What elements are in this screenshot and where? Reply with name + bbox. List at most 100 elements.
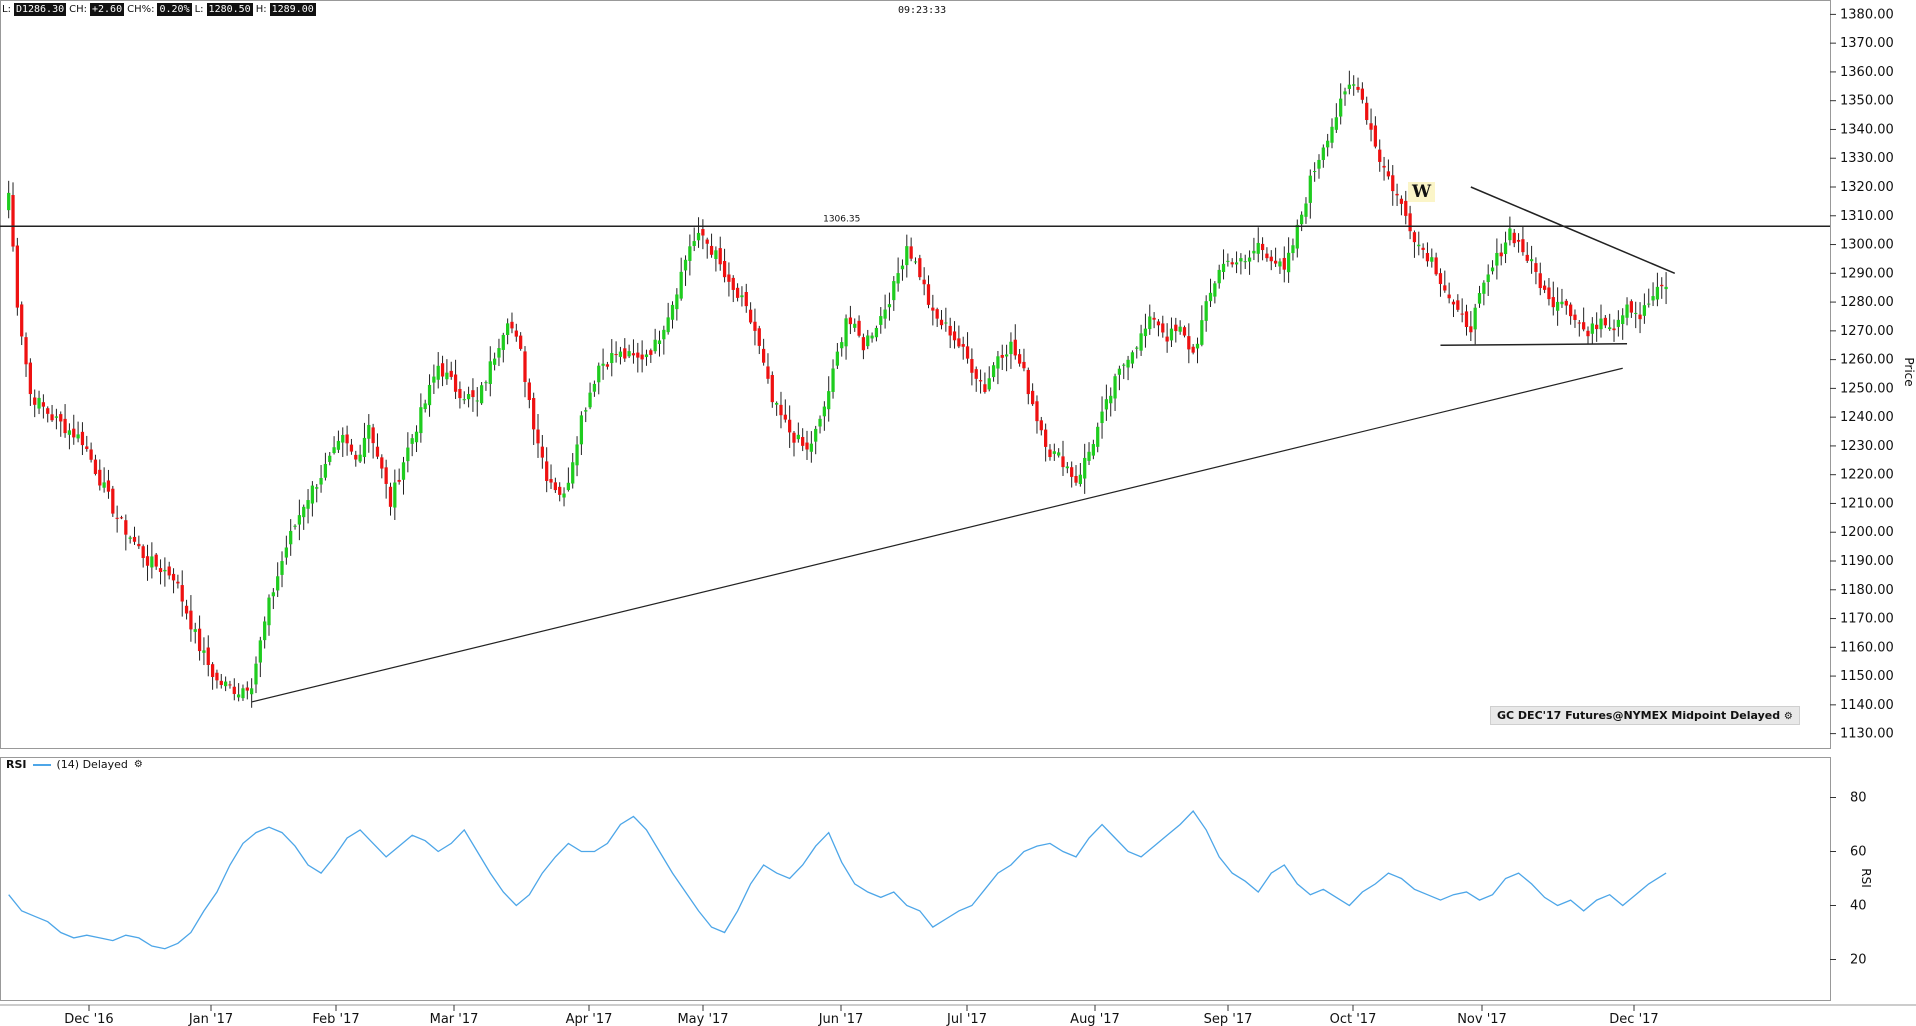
candle-body bbox=[853, 323, 857, 328]
candle-body bbox=[1243, 261, 1247, 263]
candle-body bbox=[987, 378, 991, 390]
candle-body bbox=[510, 321, 514, 329]
candle-body bbox=[1447, 294, 1451, 299]
candle-body bbox=[15, 245, 19, 308]
x-tick-label: May '17 bbox=[677, 1012, 728, 1026]
change-pct-label: CH%: bbox=[127, 4, 155, 15]
price-tick-label: 1370.00 bbox=[1840, 36, 1894, 51]
candle-body bbox=[571, 462, 575, 484]
candle-body bbox=[1386, 171, 1391, 177]
candle-body bbox=[701, 229, 705, 236]
candle-body bbox=[848, 317, 853, 325]
candle-body bbox=[874, 327, 879, 338]
candle-body bbox=[1456, 300, 1460, 310]
candle-body bbox=[1065, 466, 1069, 469]
candle-body bbox=[497, 348, 501, 358]
candle-body bbox=[735, 287, 740, 298]
candle-body bbox=[523, 351, 527, 382]
candle-body bbox=[332, 447, 336, 453]
settings-icon[interactable]: ⚙ bbox=[133, 759, 143, 770]
price-tick-label: 1300.00 bbox=[1840, 238, 1894, 253]
price-tick-label: 1310.00 bbox=[1840, 209, 1894, 224]
candle-body bbox=[193, 629, 197, 632]
candle-body bbox=[1551, 297, 1555, 308]
candle-body bbox=[1165, 336, 1169, 342]
candle-body bbox=[935, 309, 939, 319]
candle-body bbox=[688, 246, 692, 261]
candle-body bbox=[375, 446, 380, 457]
candle-body bbox=[197, 628, 202, 652]
candle-body bbox=[514, 330, 518, 337]
candle-body bbox=[1430, 257, 1434, 262]
candle-body bbox=[1017, 354, 1022, 364]
candle-body bbox=[54, 416, 59, 418]
price-tick-label: 1340.00 bbox=[1840, 122, 1894, 137]
rsi-swatch bbox=[32, 763, 51, 766]
price-tick-label: 1150.00 bbox=[1840, 669, 1894, 684]
candle-body bbox=[319, 477, 323, 485]
candle-body bbox=[250, 688, 254, 695]
candle-body bbox=[870, 335, 874, 339]
candle-body bbox=[223, 681, 228, 687]
candle-body bbox=[553, 482, 557, 491]
candle-body bbox=[731, 277, 735, 290]
candle-body bbox=[814, 428, 818, 442]
candle-body bbox=[1330, 126, 1334, 143]
settings-icon[interactable]: ⚙ bbox=[1783, 711, 1793, 722]
candle-body bbox=[1503, 242, 1508, 255]
candle-body bbox=[1534, 263, 1538, 272]
candle-body bbox=[384, 467, 388, 484]
symbol-text: GC DEC'17 Futures@NYMEX Midpoint Delayed bbox=[1497, 709, 1781, 722]
symbol-label[interactable]: GC DEC'17 Futures@NYMEX Midpoint Delayed… bbox=[1490, 706, 1800, 725]
candle-body bbox=[1343, 91, 1347, 95]
candle-body bbox=[1399, 198, 1404, 204]
candle-body bbox=[519, 335, 523, 349]
candle-body bbox=[740, 295, 744, 298]
candle-body bbox=[1057, 452, 1061, 456]
candle-body bbox=[80, 431, 85, 446]
candle-body bbox=[657, 340, 662, 345]
candle-body bbox=[1529, 259, 1534, 262]
price-tick-label: 1210.00 bbox=[1840, 496, 1894, 511]
candle-body bbox=[1026, 369, 1030, 395]
x-tick-label: Sep '17 bbox=[1204, 1012, 1253, 1026]
candle-body bbox=[440, 363, 445, 377]
candle-body bbox=[1547, 287, 1551, 300]
candle-body bbox=[692, 241, 696, 246]
candle-body bbox=[670, 304, 675, 320]
candle-body bbox=[501, 334, 505, 350]
pattern-label: W bbox=[1408, 182, 1436, 202]
candle-body bbox=[1074, 475, 1078, 483]
price-panel-frame bbox=[0, 0, 1831, 749]
candle-body bbox=[1200, 320, 1204, 345]
candle-body bbox=[388, 486, 393, 507]
candle-body bbox=[866, 335, 870, 347]
candle-body bbox=[1521, 239, 1525, 253]
candle-body bbox=[323, 463, 328, 478]
candle-body bbox=[237, 694, 241, 698]
candle-body bbox=[540, 446, 544, 458]
candle-body bbox=[1625, 304, 1629, 318]
candle-body bbox=[1490, 267, 1495, 272]
candle-body bbox=[1152, 317, 1156, 320]
x-tick-label: Oct '17 bbox=[1330, 1012, 1377, 1026]
candle-body bbox=[67, 430, 72, 435]
support-trendline bbox=[251, 367, 1623, 703]
candle-body bbox=[1651, 296, 1655, 301]
candle-body bbox=[1378, 149, 1382, 162]
candle-body bbox=[1104, 399, 1109, 410]
rsi-legend[interactable]: RSI (14) Delayed ⚙ bbox=[6, 758, 143, 771]
candle-body bbox=[202, 650, 206, 653]
candle-body bbox=[310, 485, 315, 504]
rsi-tick-label: 20 bbox=[1850, 953, 1867, 968]
candle-body bbox=[1109, 395, 1113, 404]
candle-body bbox=[1139, 333, 1143, 351]
price-tick-label: 1350.00 bbox=[1840, 94, 1894, 109]
candle-body bbox=[7, 192, 11, 211]
candle-body bbox=[1273, 260, 1278, 264]
candle-body bbox=[1612, 328, 1616, 331]
price-tick-label: 1180.00 bbox=[1840, 583, 1894, 598]
candle-body bbox=[1087, 451, 1091, 461]
candle-body bbox=[562, 493, 566, 498]
candle-body bbox=[432, 376, 436, 383]
